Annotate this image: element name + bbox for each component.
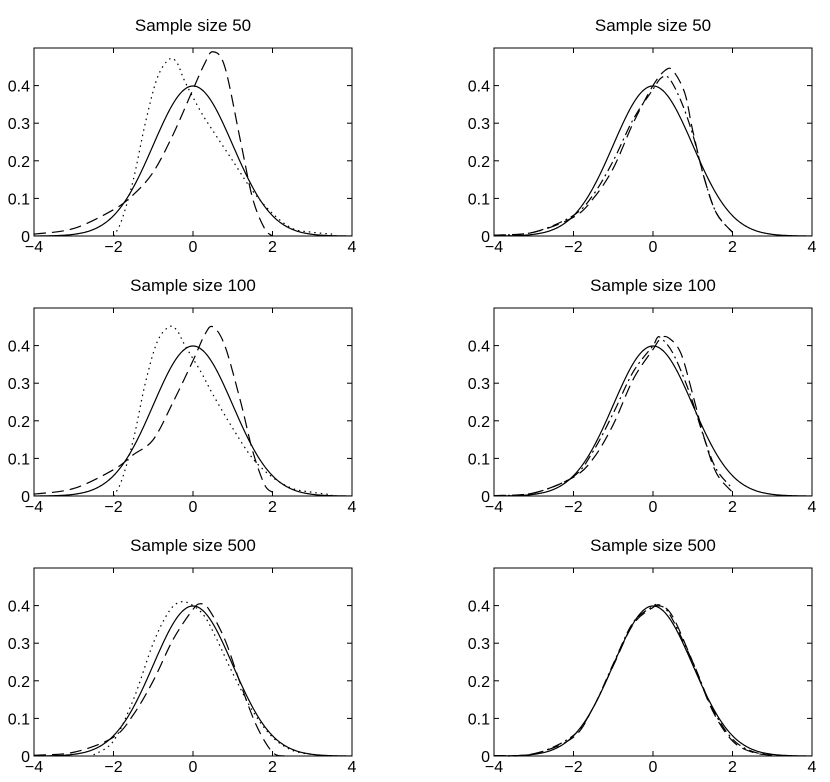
- x-tick-label: 4: [348, 759, 357, 776]
- y-tick-label: 0: [481, 489, 490, 506]
- series-dashed-line: [33, 325, 273, 495]
- x-tick-label: −4: [25, 759, 43, 776]
- plot-frame: [33, 47, 353, 237]
- series-solid-line: [33, 605, 353, 757]
- y-tick-label: 0.1: [468, 711, 490, 728]
- x-tick-label: 2: [728, 499, 737, 516]
- series-dotted-line: [93, 601, 313, 756]
- x-tick-label: −4: [485, 499, 503, 516]
- subplot-1: Sample size 50 −4 −2 0 2 4 0 0.1 0.2 0.3 0.4: [8, 16, 357, 256]
- subplot-title: Sample size 500: [590, 536, 716, 555]
- series-dashed-line: [493, 67, 733, 236]
- x-tick-label: 2: [728, 239, 737, 256]
- series-dotted-line: [112, 325, 333, 497]
- y-tick-label: 0.3: [468, 636, 490, 653]
- series-dashdot-line: [493, 75, 733, 236]
- y-tick-label: 0.1: [8, 451, 30, 468]
- y-tick-label: 0.3: [468, 116, 490, 133]
- y-tick-label: 0.3: [8, 376, 30, 393]
- plot-frame: [33, 307, 353, 497]
- subplot-title: Sample size 50: [135, 16, 251, 35]
- y-tick-label: 0.2: [8, 414, 30, 431]
- x-tick-label: −2: [564, 499, 582, 516]
- series-dashed-line: [33, 603, 285, 757]
- x-tick-label: −4: [25, 499, 43, 516]
- plot-frame: [493, 567, 813, 757]
- y-tick-label: 0: [21, 489, 30, 506]
- x-tick-label: −2: [564, 239, 582, 256]
- y-tick-label: 0.4: [8, 79, 30, 96]
- series-dashed-line: [493, 604, 773, 757]
- y-tick-label: 0.4: [468, 339, 490, 356]
- y-tick-label: 0.2: [8, 674, 30, 691]
- subplot-2: Sample size 50 −4 −2 0 2 4 0 0.1 0.2 0.3 0.4: [468, 16, 817, 256]
- y-tick-label: 0.3: [8, 116, 30, 133]
- subplot-3: Sample size 100 −4 −2 0 2 4 0 0.1 0.2 0.3 0.4: [8, 276, 357, 516]
- y-tick-label: 0.2: [468, 674, 490, 691]
- y-tick-label: 0.4: [8, 599, 30, 616]
- series-solid-line: [493, 85, 813, 237]
- plot-frame: [493, 47, 813, 237]
- x-tick-label: 0: [649, 499, 658, 516]
- series-dashdot-line: [493, 603, 773, 757]
- x-tick-label: 2: [268, 239, 277, 256]
- x-tick-label: 0: [649, 239, 658, 256]
- y-tick-label: 0.3: [468, 376, 490, 393]
- x-tick-label: −4: [25, 239, 43, 256]
- x-tick-label: 0: [189, 499, 198, 516]
- series-dashed-line: [493, 335, 733, 497]
- y-tick-label: 0: [481, 229, 490, 246]
- y-tick-label: 0.2: [468, 154, 490, 171]
- y-tick-label: 0: [21, 229, 30, 246]
- x-tick-label: −2: [104, 759, 122, 776]
- x-tick-label: 0: [649, 759, 658, 776]
- series-solid-line: [493, 345, 813, 497]
- x-tick-label: 0: [189, 759, 198, 776]
- series-dotted-line: [112, 57, 333, 237]
- y-tick-label: 0.1: [8, 711, 30, 728]
- subplot-6: Sample size 500 −4 −2 0 2 4 0 0.1 0.2 0.3 0.4: [468, 536, 817, 776]
- x-tick-label: −2: [564, 759, 582, 776]
- x-tick-label: 4: [808, 759, 817, 776]
- x-tick-label: −4: [485, 239, 503, 256]
- series-solid-line: [493, 605, 813, 757]
- series-solid-line: [33, 85, 353, 237]
- plot-frame: [493, 307, 813, 497]
- subplot-title: Sample size 500: [130, 536, 256, 555]
- y-tick-label: 0.4: [468, 599, 490, 616]
- subplot-title: Sample size 100: [130, 276, 256, 295]
- x-tick-label: 4: [348, 239, 357, 256]
- y-tick-label: 0.4: [468, 79, 490, 96]
- subplot-5: Sample size 500 −4 −2 0 2 4 0 0.1 0.2 0.3 0.4: [8, 536, 357, 776]
- x-tick-label: 2: [728, 759, 737, 776]
- x-tick-label: 2: [268, 499, 277, 516]
- y-tick-label: 0.1: [8, 191, 30, 208]
- series-dashdot-line: [493, 336, 733, 497]
- x-tick-label: 0: [189, 239, 198, 256]
- y-tick-label: 0: [481, 749, 490, 766]
- x-tick-label: −2: [104, 239, 122, 256]
- subplot-title: Sample size 50: [595, 16, 711, 35]
- x-tick-label: 4: [808, 499, 817, 516]
- y-tick-label: 0.2: [8, 154, 30, 171]
- x-tick-label: 2: [268, 759, 277, 776]
- x-tick-label: 4: [808, 239, 817, 256]
- y-tick-label: 0.1: [468, 451, 490, 468]
- series-solid-line: [33, 345, 353, 497]
- y-tick-label: 0.2: [468, 414, 490, 431]
- x-tick-label: −2: [104, 499, 122, 516]
- x-tick-label: −4: [485, 759, 503, 776]
- y-tick-label: 0.3: [8, 636, 30, 653]
- y-tick-label: 0.1: [468, 191, 490, 208]
- y-tick-label: 0: [21, 749, 30, 766]
- y-tick-label: 0.4: [8, 339, 30, 356]
- x-tick-label: 4: [348, 499, 357, 516]
- plot-frame: [33, 567, 353, 757]
- subplot-title: Sample size 100: [590, 276, 716, 295]
- series-dashed-line: [33, 51, 273, 237]
- subplot-4: Sample size 100 −4 −2 0 2 4 0 0.1 0.2 0.3 0.4: [468, 276, 817, 516]
